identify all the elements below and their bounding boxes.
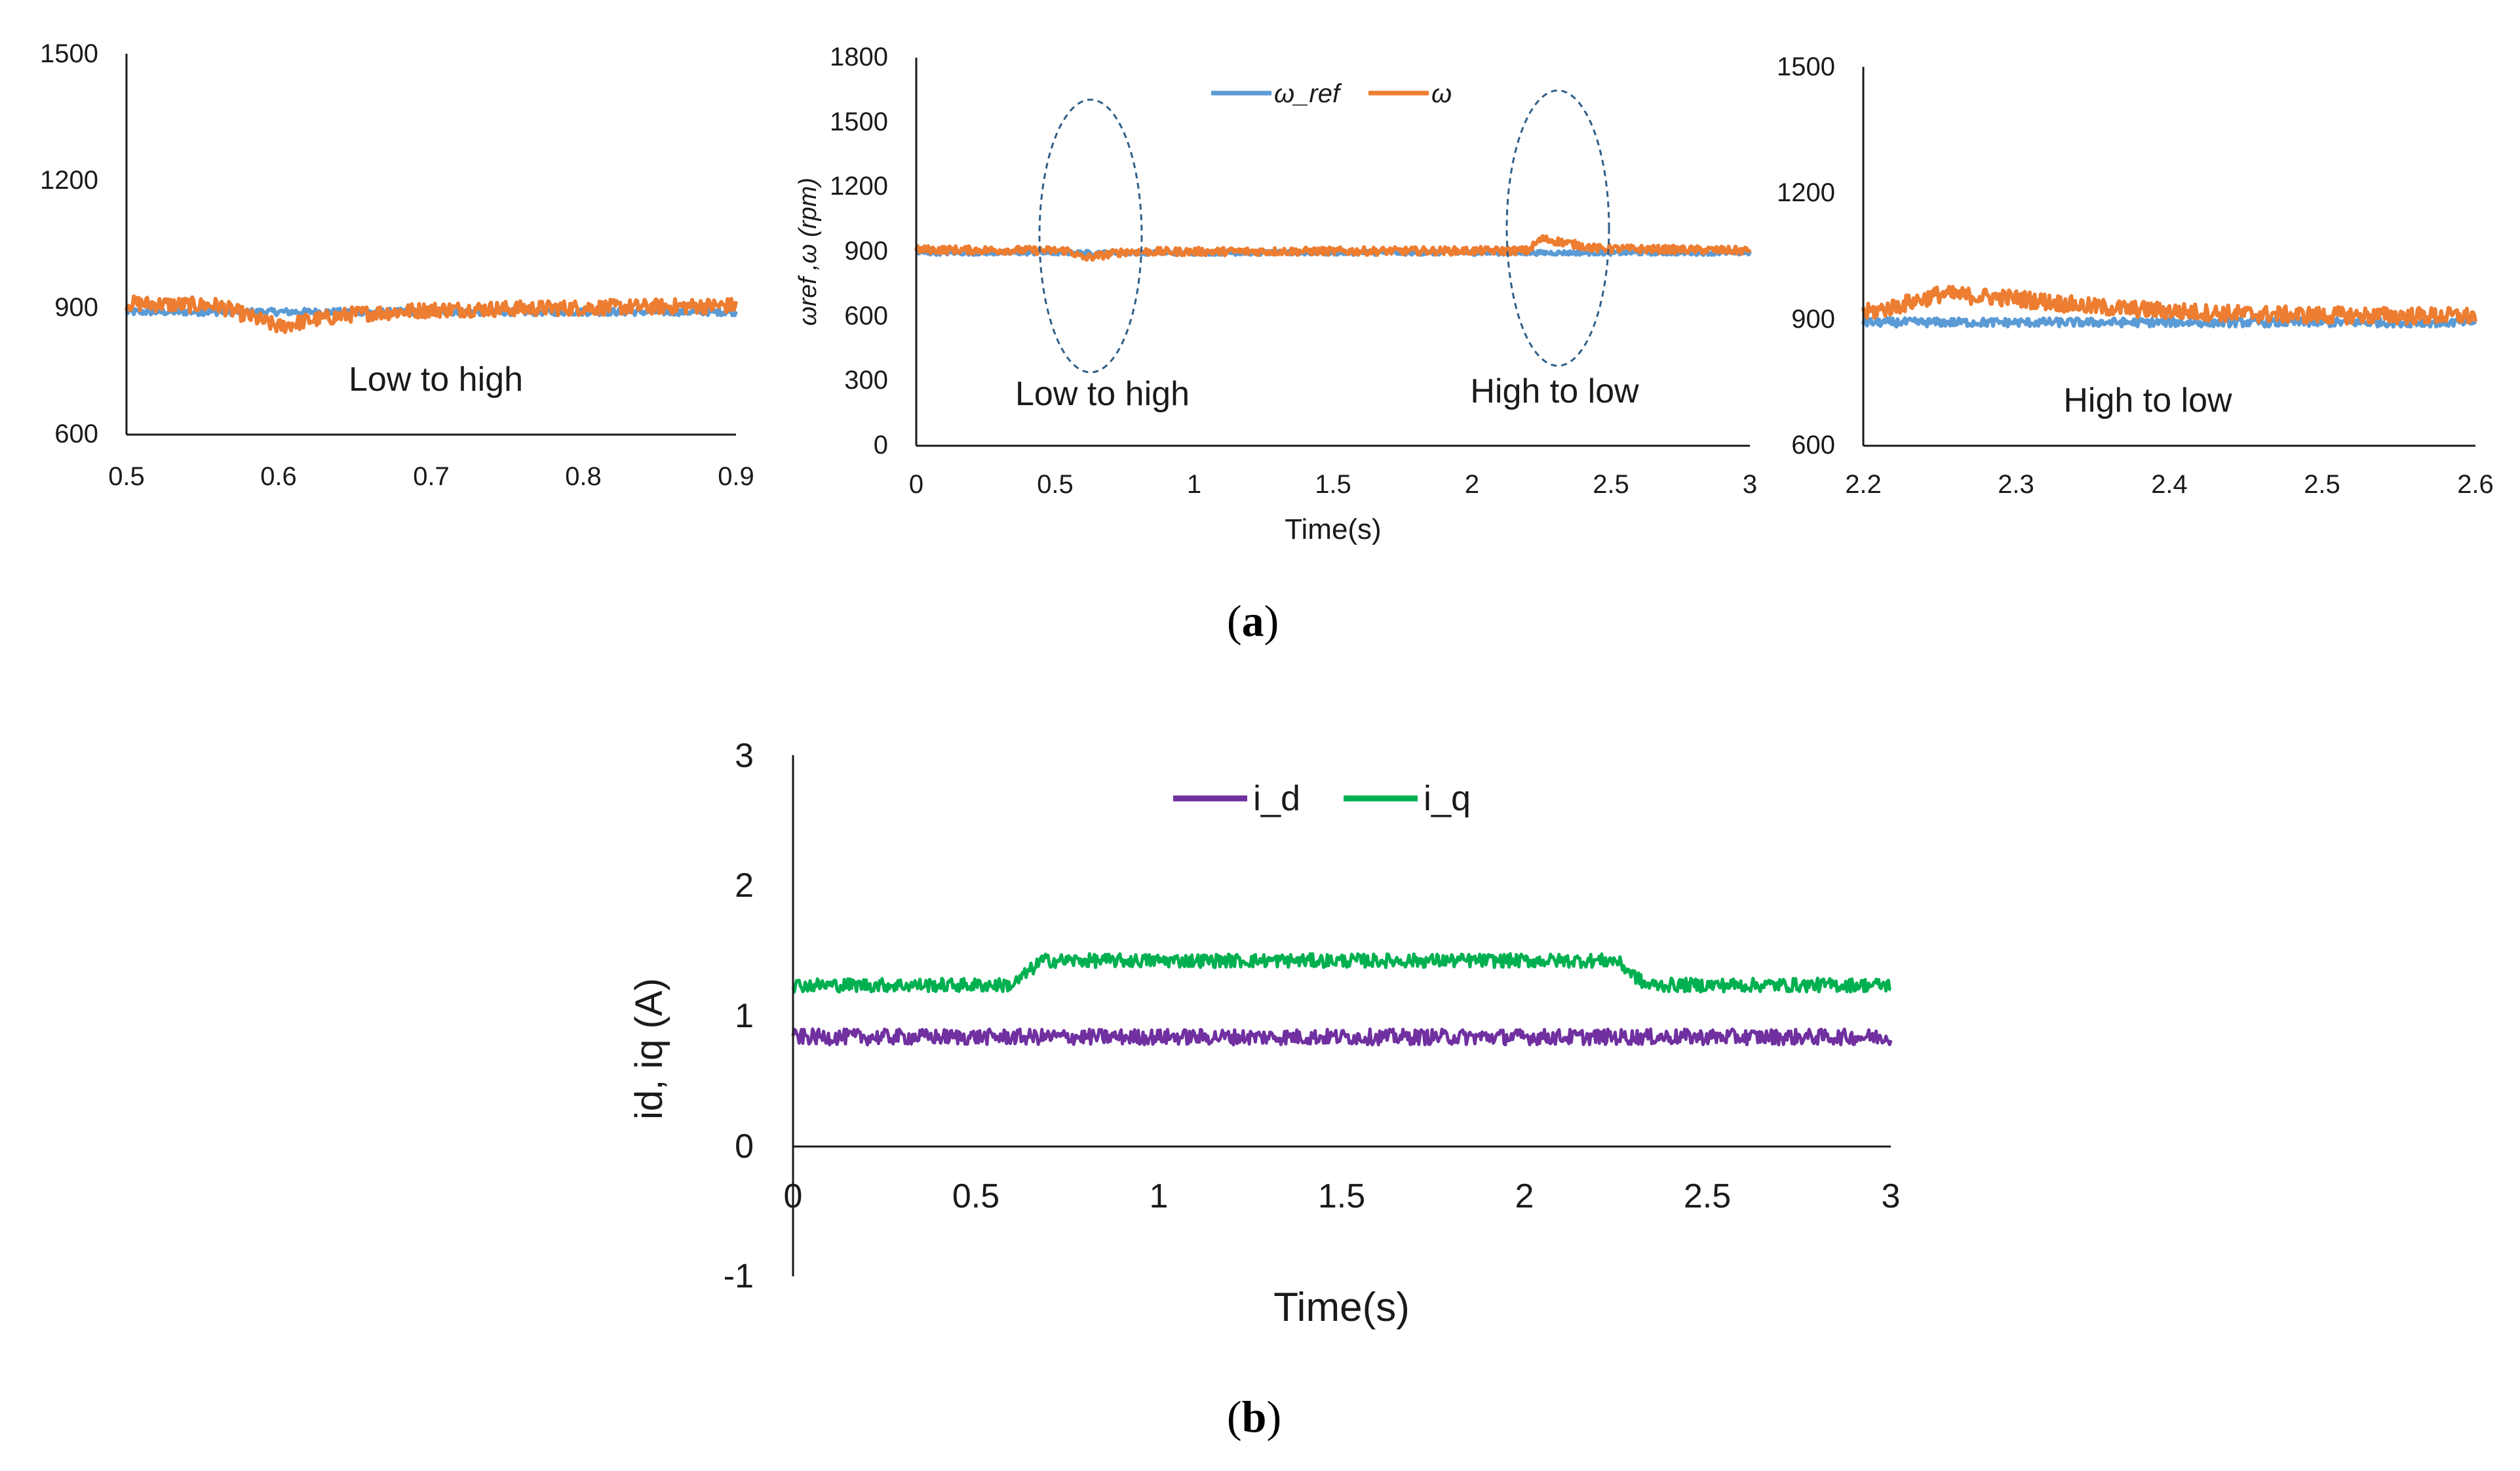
x-axis-label: Time(s) xyxy=(1273,1285,1410,1330)
x-tick-label: 2.5 xyxy=(2304,470,2340,499)
series-layer xyxy=(914,234,1752,262)
x-tick-label: 0.9 xyxy=(718,462,754,491)
y-tick-label: 300 xyxy=(844,366,888,395)
x-tick-label: 0.5 xyxy=(108,462,145,491)
x-tick-label: 2.5 xyxy=(1684,1177,1731,1215)
series-line-omega xyxy=(125,294,738,334)
x-tick-label: 0 xyxy=(784,1177,803,1215)
x-tick-label: 1.5 xyxy=(1315,470,1351,499)
annotation-high-to-low: High to low xyxy=(1470,372,1639,410)
caption-a: (a) xyxy=(1227,596,1279,646)
x-tick-label: 3 xyxy=(1743,470,1757,499)
highlight-ellipse-low-to-high xyxy=(1038,98,1143,374)
annotation-low-to-high: Low to high xyxy=(349,361,523,399)
x-tick-label: 2.5 xyxy=(1593,470,1629,499)
x-axis-label: Time(s) xyxy=(1285,513,1381,545)
y-tick-label: 1500 xyxy=(830,108,888,136)
y-tick-label: 600 xyxy=(54,420,98,448)
x-tick-label: 0.5 xyxy=(1037,470,1074,499)
y-tick-label: 900 xyxy=(844,237,888,265)
chart-speed-main: 0 300 600 900 1200 1500 1800 0 0.5 1 1.5… xyxy=(794,43,1757,545)
x-tick-label: 2 xyxy=(1515,1177,1534,1215)
x-tick-label: 1 xyxy=(1187,470,1201,499)
annotation-high-to-low: High to low xyxy=(2063,382,2232,420)
y-tick-label: 1200 xyxy=(40,166,98,195)
chart-zoom-low-to-high: 600 900 1200 1500 0.5 0.6 0.7 0.8 0.9 Lo… xyxy=(40,39,754,491)
x-tick-label: 2.4 xyxy=(2151,470,2188,499)
y-axis-label: id, iq (A) xyxy=(628,978,670,1120)
x-tick-label: 3 xyxy=(1882,1177,1901,1215)
y-tick-label: -1 xyxy=(724,1257,754,1295)
series-line-i-q xyxy=(791,952,1892,994)
x-tick-label: 1.5 xyxy=(1318,1177,1365,1215)
series-layer xyxy=(791,952,1893,1047)
x-tick-label: 2.3 xyxy=(1998,470,2034,499)
x-tick-label: 1 xyxy=(1150,1177,1169,1215)
y-tick-label: 0 xyxy=(874,431,888,460)
y-tick-label: 600 xyxy=(844,302,888,330)
y-tick-label: 1 xyxy=(735,997,754,1035)
caption-b-letter: b xyxy=(1241,1392,1267,1442)
chart-currents: -1 0 1 2 3 0 0.5 1 1.5 2 2.5 3 Time(s) i… xyxy=(628,737,1900,1330)
x-tick-label: 0 xyxy=(909,470,923,499)
x-tick-label: 2.2 xyxy=(1845,470,1882,499)
y-tick-label: 0 xyxy=(735,1128,754,1166)
y-tick-label: 2 xyxy=(735,867,754,905)
y-tick-label: 3 xyxy=(735,737,754,775)
y-tick-label: 900 xyxy=(54,293,98,322)
series-line-omega xyxy=(1861,284,2477,326)
legend-label-omega: ω xyxy=(1431,79,1452,108)
y-axis-label: ωref ,ω (rpm) xyxy=(794,178,822,326)
x-tick-label: 0.7 xyxy=(413,462,450,491)
x-tick-label: 0.8 xyxy=(565,462,602,491)
chart-zoom-high-to-low: 600 900 1200 1500 2.2 2.3 2.4 2.5 2.6 Hi… xyxy=(1777,52,2494,499)
x-tick-label: 2.6 xyxy=(2457,470,2494,499)
annotation-low-to-high: Low to high xyxy=(1015,375,1190,413)
legend-label-omega-ref: ω_ref xyxy=(1274,79,1342,108)
x-tick-label: 0.5 xyxy=(952,1177,999,1215)
x-tick-label: 0.6 xyxy=(260,462,297,491)
series-layer xyxy=(1861,284,2477,329)
caption-a-letter: a xyxy=(1241,596,1264,646)
y-tick-label: 1500 xyxy=(1777,52,1835,81)
legend-label-i-q: i_q xyxy=(1424,779,1471,818)
caption-b: (b) xyxy=(1227,1392,1282,1442)
series-line-omega xyxy=(914,234,1752,262)
y-tick-label: 1500 xyxy=(40,39,98,68)
legend-label-i-d: i_d xyxy=(1253,779,1300,818)
y-tick-label: 1200 xyxy=(1777,178,1835,207)
x-tick-label: 2 xyxy=(1465,470,1479,499)
y-tick-label: 1200 xyxy=(830,172,888,201)
y-tick-label: 1800 xyxy=(830,43,888,71)
y-tick-label: 600 xyxy=(1791,431,1835,460)
series-layer xyxy=(125,294,738,334)
y-tick-label: 900 xyxy=(1791,305,1835,334)
highlight-ellipse-high-to-low xyxy=(1505,89,1610,367)
series-line-i-d xyxy=(791,1027,1893,1047)
